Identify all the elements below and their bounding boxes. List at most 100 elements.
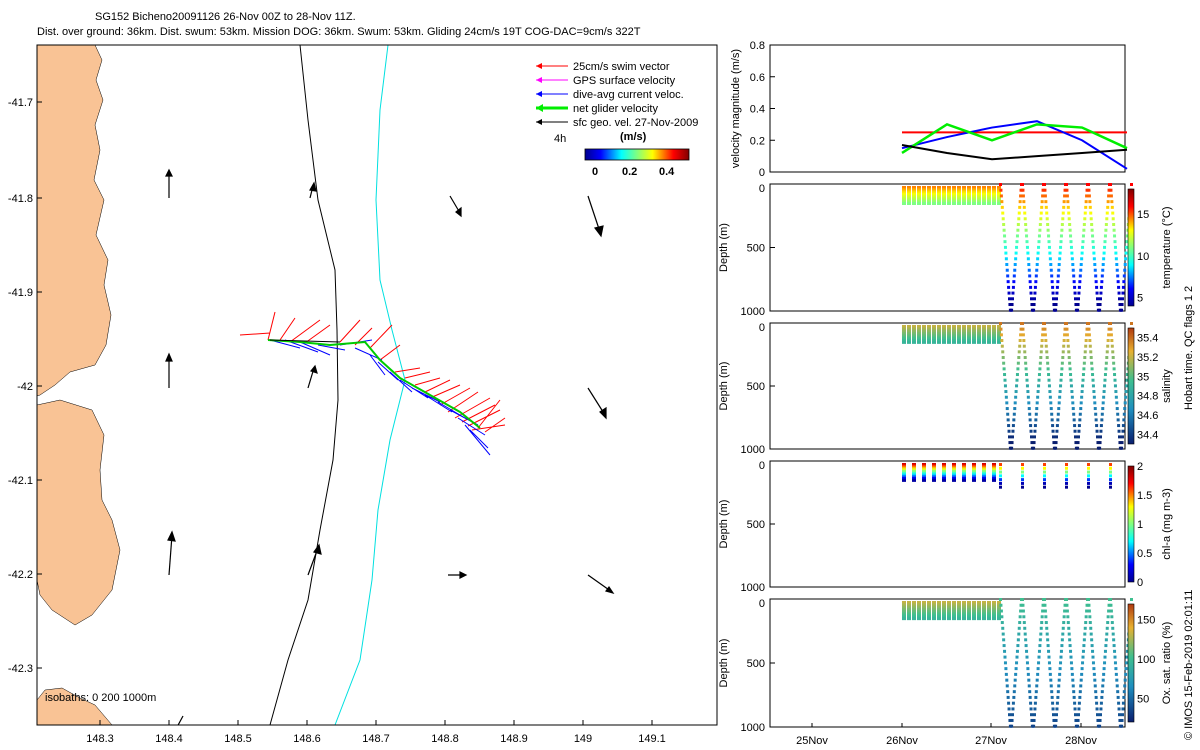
- profile-point: [932, 333, 936, 337]
- profile-point: [912, 196, 916, 200]
- profile-point: [1038, 361, 1042, 365]
- profile-point: [922, 473, 926, 477]
- profile-point: [999, 463, 1002, 466]
- profile-point: [957, 602, 961, 606]
- profile-point: [1050, 695, 1054, 699]
- profile-point: [982, 606, 986, 610]
- profile-point: [1021, 598, 1024, 601]
- profile-point: [1059, 245, 1063, 249]
- profile-point: [1026, 667, 1030, 671]
- profile-point: [1065, 474, 1068, 478]
- profile-point: [1070, 672, 1074, 676]
- profile-point: [907, 198, 911, 202]
- profile-point: [1050, 412, 1054, 416]
- profile-point: [1103, 649, 1107, 653]
- profile-point: [932, 477, 936, 481]
- profile-point: [902, 332, 906, 336]
- coastline-land: [37, 45, 112, 397]
- profile-point: [947, 613, 951, 617]
- profile-point: [1093, 401, 1097, 405]
- profile-point: [1057, 407, 1061, 411]
- profile-point: [1071, 263, 1075, 267]
- profile-point: [942, 477, 946, 481]
- profile-point: [1100, 280, 1104, 284]
- profile-point: [1063, 194, 1067, 198]
- profile-point: [1082, 228, 1086, 232]
- profile-point: [1056, 695, 1060, 699]
- profile-point: [1081, 378, 1085, 382]
- profile-point: [942, 617, 946, 621]
- profile-point: [947, 601, 951, 604]
- profile-point: [1109, 609, 1113, 613]
- profile-point: [1087, 598, 1090, 601]
- profile-point: [1085, 188, 1089, 192]
- profile-point: [977, 330, 981, 334]
- profile-point: [1026, 672, 1030, 676]
- profile-point: [947, 186, 951, 189]
- profile-point: [907, 604, 911, 608]
- profile-point: [907, 337, 911, 341]
- profile-point: [982, 601, 986, 604]
- profile-point: [952, 604, 956, 608]
- profile-point: [1017, 356, 1021, 360]
- profile-point: [1078, 690, 1082, 694]
- profile-point: [912, 601, 916, 604]
- profile-point: [952, 330, 956, 334]
- profile-point: [917, 200, 921, 204]
- profile-point: [1073, 701, 1077, 705]
- profile-point: [1017, 626, 1021, 630]
- profile-point: [912, 613, 916, 617]
- profile-point: [1105, 350, 1109, 354]
- profile-point: [927, 189, 931, 193]
- geostrophic-vectors: [165, 168, 615, 725]
- profile-point: [1113, 378, 1117, 382]
- profile-point: [962, 463, 966, 466]
- profile-point: [1019, 333, 1023, 337]
- profile-point: [1074, 303, 1078, 307]
- profile-point: [1014, 667, 1018, 671]
- profile-point: [1096, 718, 1100, 722]
- depth-ytick-label: 1000: [741, 582, 765, 594]
- profile-point: [927, 333, 931, 337]
- profile-point: [1104, 361, 1108, 365]
- profile-point: [917, 340, 921, 344]
- profile-point: [1060, 361, 1064, 365]
- profile-point: [1038, 644, 1042, 648]
- profile-point: [1033, 435, 1036, 439]
- profile-point: [952, 617, 956, 621]
- profile-point: [1098, 303, 1102, 307]
- profile-point: [962, 337, 966, 341]
- profile-point: [1068, 228, 1072, 232]
- profile-point: [997, 335, 1001, 339]
- profile-point: [982, 332, 986, 336]
- profile-point: [1087, 194, 1091, 198]
- profile-point: [962, 473, 966, 477]
- profile-point: [1072, 695, 1076, 699]
- profile-point: [1030, 441, 1034, 445]
- profile-point: [1109, 481, 1112, 485]
- profile-point: [992, 335, 996, 339]
- profile-point: [957, 333, 961, 337]
- profile-point: [1117, 429, 1121, 433]
- profile-point: [982, 202, 986, 206]
- profile-point: [922, 606, 926, 610]
- profile-point: [962, 340, 966, 344]
- profile-point: [1121, 435, 1124, 439]
- profile-point: [1104, 638, 1108, 642]
- map-ytick-label: -41.8: [8, 193, 33, 205]
- profile-point: [1028, 690, 1032, 694]
- profile-point: [1110, 344, 1114, 348]
- profile-point: [977, 194, 981, 198]
- profile-point: [1078, 418, 1082, 422]
- profile-point: [902, 604, 906, 608]
- profile-point: [912, 466, 916, 470]
- profile-point: [1029, 707, 1033, 711]
- profile-point: [927, 340, 931, 344]
- profile-point: [1125, 240, 1129, 244]
- profile-point: [907, 202, 911, 206]
- profile-point: [912, 608, 916, 612]
- profile-point: [932, 193, 936, 197]
- profile-point: [1095, 701, 1099, 705]
- profile-point: [922, 202, 926, 206]
- profile-point: [1093, 684, 1097, 688]
